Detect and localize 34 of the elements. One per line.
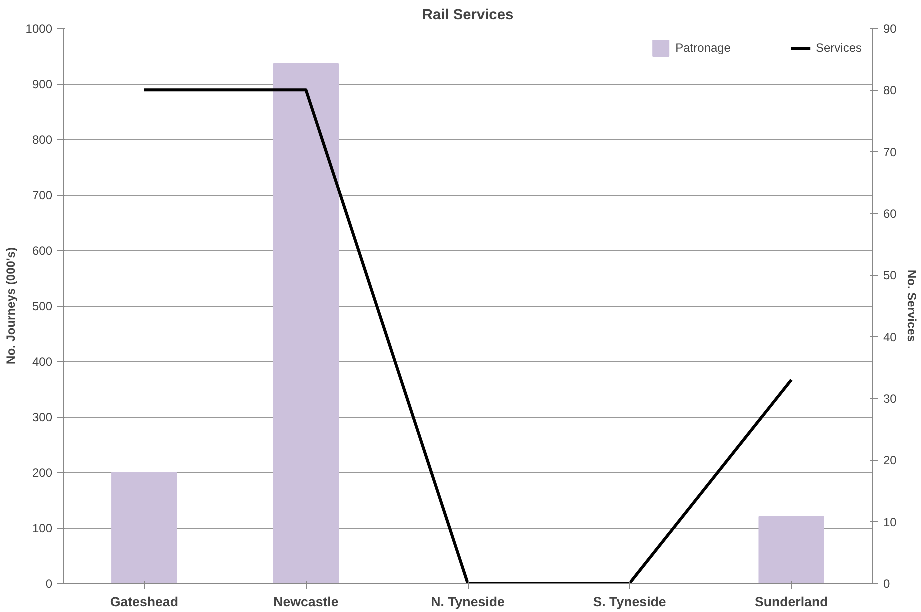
y-tick-label: 600 <box>32 244 53 258</box>
x-tick-label: N. Tyneside <box>431 594 505 610</box>
x-tick-label: Newcastle <box>274 594 339 610</box>
y2-tick-label: 30 <box>884 392 898 406</box>
y-tick-label: 800 <box>32 133 53 147</box>
y-tick-label: 400 <box>32 355 53 369</box>
y2-axis-title: No. Services <box>904 270 919 342</box>
y2-tick-label: 0 <box>884 577 890 591</box>
y-tick-label: 900 <box>32 78 53 92</box>
x-tick-label: S. Tyneside <box>593 594 666 610</box>
y2-tick-label: 90 <box>884 22 898 36</box>
y-tick-label: 300 <box>32 410 53 424</box>
y2-tick-label: 70 <box>884 145 898 160</box>
y-tick-label: 0 <box>46 577 53 591</box>
bar <box>273 64 340 584</box>
x-tick-label: Gateshead <box>110 594 178 610</box>
y2-tick-label: 20 <box>884 454 898 468</box>
y2-tick-label: 80 <box>884 84 898 98</box>
bar <box>112 472 178 584</box>
y-tick-label: 500 <box>32 300 53 314</box>
y-axis-title: No. Journeys (000's) <box>4 248 18 364</box>
y-tick-label: 700 <box>32 188 53 202</box>
legend-label: Services <box>816 41 862 55</box>
y2-tick-label: 60 <box>884 207 898 221</box>
y-tick-label: 1000 <box>26 22 53 36</box>
x-tick-label: Sunderland <box>754 594 828 610</box>
bar <box>758 516 824 584</box>
y2-tick-label: 50 <box>884 268 898 283</box>
y-tick-label: 100 <box>32 522 53 536</box>
y-tick-label: 200 <box>32 466 53 480</box>
chart-title: Rail Services <box>422 8 514 24</box>
y2-tick-label: 40 <box>884 330 898 344</box>
y2-tick-label: 10 <box>884 515 898 530</box>
legend-label: Patronage <box>676 41 731 55</box>
